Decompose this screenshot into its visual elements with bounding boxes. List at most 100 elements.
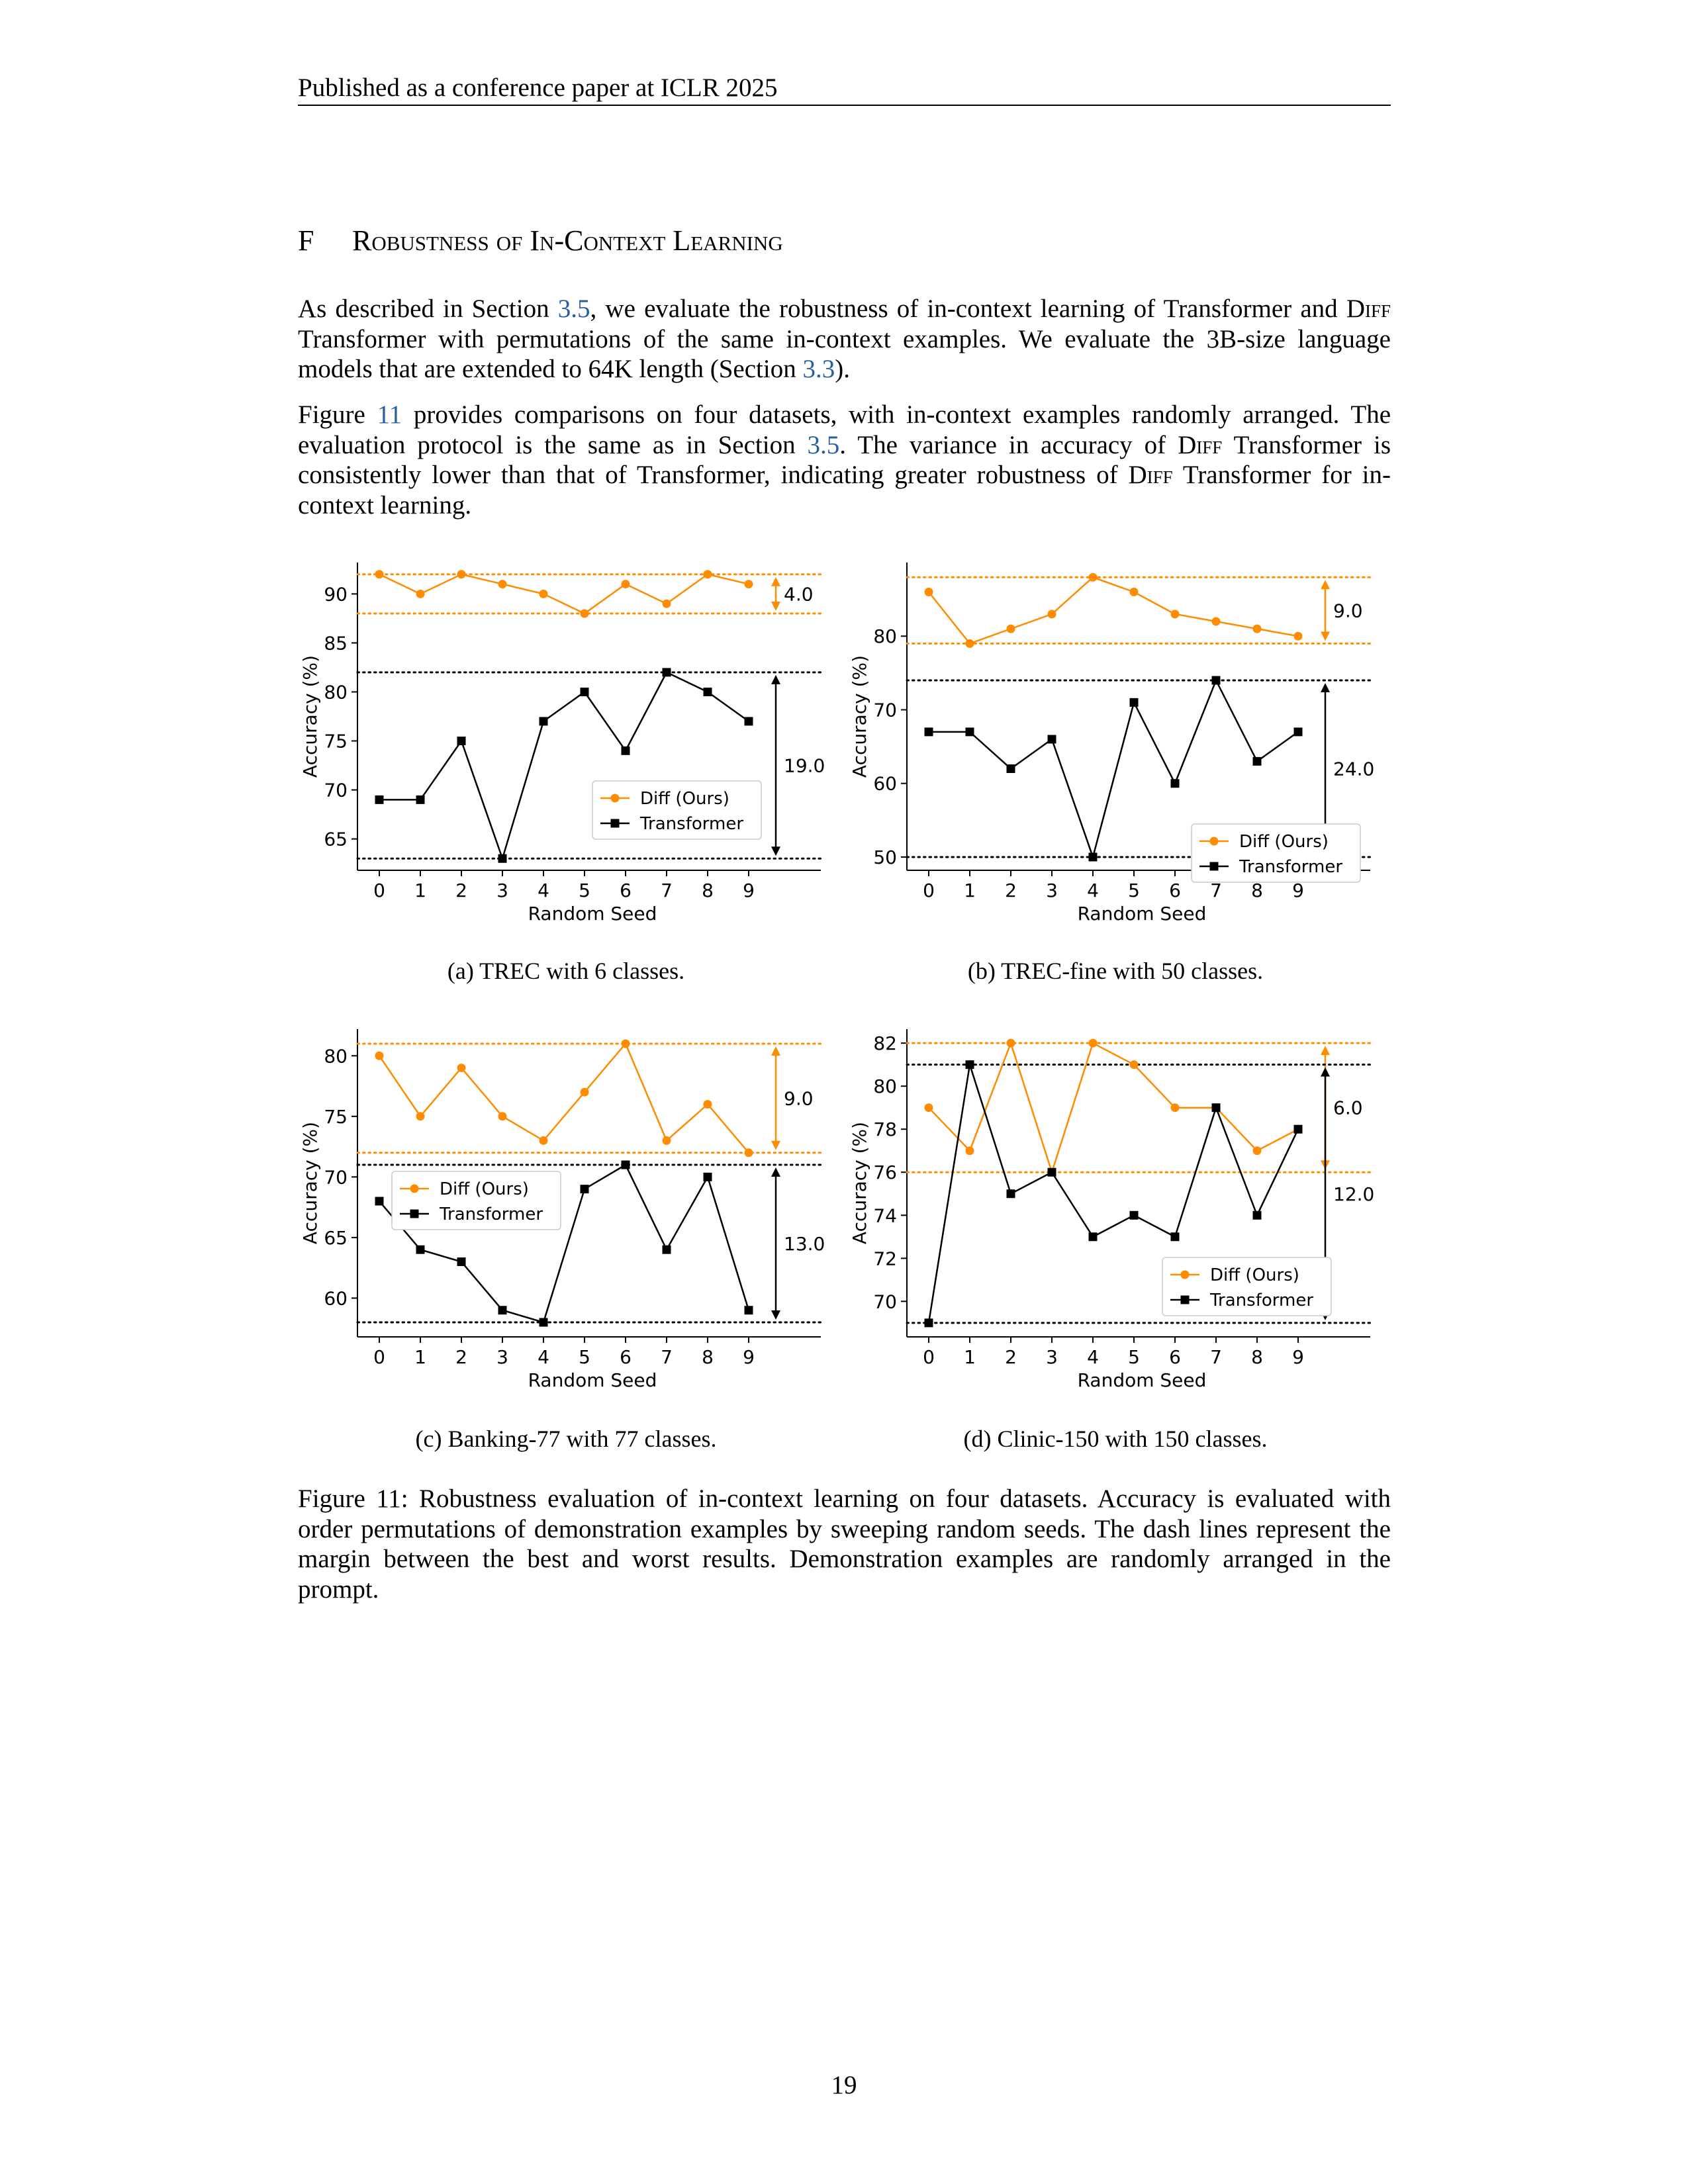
figure-link[interactable]: 11 [377,400,402,429]
data-point [539,589,548,598]
data-point [1088,1232,1098,1242]
arrow-head-up [771,1167,780,1177]
x-tick-label: 6 [1169,1346,1181,1368]
margin-label: 9.0 [1333,600,1363,621]
series-line [928,576,1299,645]
data-point [1129,587,1139,596]
y-tick-label: 82 [873,1032,897,1054]
data-point [924,587,933,596]
x-tick-label: 1 [964,880,976,901]
y-tick-label: 70 [324,1166,348,1188]
data-point [1047,735,1056,744]
arrow-head-down [771,846,780,856]
x-tick-label: 8 [1251,880,1263,901]
y-tick-label: 60 [324,1287,348,1309]
margin-label: 12.0 [1333,1183,1374,1205]
legend-box [1162,1257,1332,1316]
data-point [662,1136,671,1145]
data-point [1088,572,1098,582]
data-point [498,580,507,589]
data-point [1170,1232,1180,1242]
data-point [416,589,425,598]
legend-label: Diff (Ours) [440,1179,529,1199]
data-point [1211,617,1221,626]
text-run: , we evaluate the robustness of in-conte… [590,295,1346,323]
section-title: Robustness of In-Context Learning [352,224,783,257]
arrow-head-up [771,674,780,684]
data-point [1170,610,1180,619]
section-link[interactable]: 3.5 [557,295,590,323]
legend-box [391,1171,561,1230]
y-tick-label: 70 [873,699,897,721]
y-axis-label: Accuracy (%) [849,1122,870,1244]
chart-banking-77: 60 65 70 75 80 0 1 2 3 4 5 6 7 8 9 Random Seed Accuracy … [285,1009,827,1420]
text-run: Transformer with permutations of the sam… [298,324,1391,384]
x-tick-label: 7 [1210,1346,1222,1368]
data-point [416,1245,425,1254]
section-number: F [298,224,314,257]
y-tick-label: 80 [324,681,348,703]
paragraph-2: Figure 11 provides comparisons on four d… [298,400,1391,520]
y-tick-label: 50 [873,846,897,868]
data-point [1211,676,1221,685]
data-point [1047,610,1056,619]
page-number: 19 [831,2071,857,2099]
x-tick-label: 3 [496,1346,508,1368]
data-point [703,1100,712,1109]
data-point [1170,1103,1180,1113]
data-point [621,580,630,589]
margin-label: 13.0 [784,1233,825,1255]
data-point [1252,1210,1262,1220]
x-tick-label: 7 [1210,880,1222,901]
data-point [965,727,974,737]
x-tick-label: 5 [579,880,590,901]
chart-svg: 65 70 75 80 85 90 0 1 2 3 4 5 6 7 8 9 Random Seed Accurac… [299,563,825,925]
legend-marker [1180,1295,1190,1304]
data-point [1252,756,1262,766]
data-point [498,1306,507,1315]
y-tick-label: 80 [873,1075,897,1097]
data-point [1211,1103,1221,1113]
section-link[interactable]: 3.5 [807,430,840,459]
data-point [498,1112,507,1121]
legend-box [592,780,762,840]
subcaption-c: (c) Banking-77 with 77 classes. [415,1426,717,1452]
arrow-head-down [771,602,780,612]
arrow-head-down [771,1140,780,1150]
legend-box [1191,823,1361,883]
data-point [1088,852,1098,862]
arrow-head-up [1321,580,1330,590]
y-tick-label: 70 [873,1291,897,1312]
model-name: Diff [1178,430,1223,459]
text-run: . The variance in accuracy of [839,430,1178,459]
section-link[interactable]: 3.3 [802,355,835,383]
data-point [457,1257,466,1266]
y-tick-label: 60 [873,773,897,795]
data-point [662,599,671,608]
data-point [375,1051,384,1060]
x-tick-label: 5 [1128,1346,1140,1368]
data-point [539,1136,548,1145]
paragraph-1: As described in Section 3.5, we evaluate… [298,294,1391,385]
x-tick-label: 3 [496,880,508,901]
data-point [1047,1167,1056,1177]
y-tick-label: 65 [324,829,348,850]
legend-label: Transformer [439,1205,543,1224]
arrow-head-up [771,576,780,586]
y-tick-label: 80 [324,1045,348,1067]
data-point [703,570,712,579]
data-point [498,854,507,863]
section-heading: F Robustness of In-Context Learning [298,222,783,259]
data-point [1129,1210,1139,1220]
margin-label: 24.0 [1333,758,1374,780]
subcaption-a: (a) TREC with 6 classes. [447,958,685,984]
x-tick-label: 2 [455,1346,467,1368]
data-point [539,717,548,726]
y-tick-label: 72 [873,1248,897,1269]
margin-label: 19.0 [784,755,825,777]
series-line [928,1040,1299,1175]
x-tick-label: 0 [373,1346,385,1368]
data-point [1129,1060,1139,1069]
legend-label: Transformer [1209,1291,1313,1310]
